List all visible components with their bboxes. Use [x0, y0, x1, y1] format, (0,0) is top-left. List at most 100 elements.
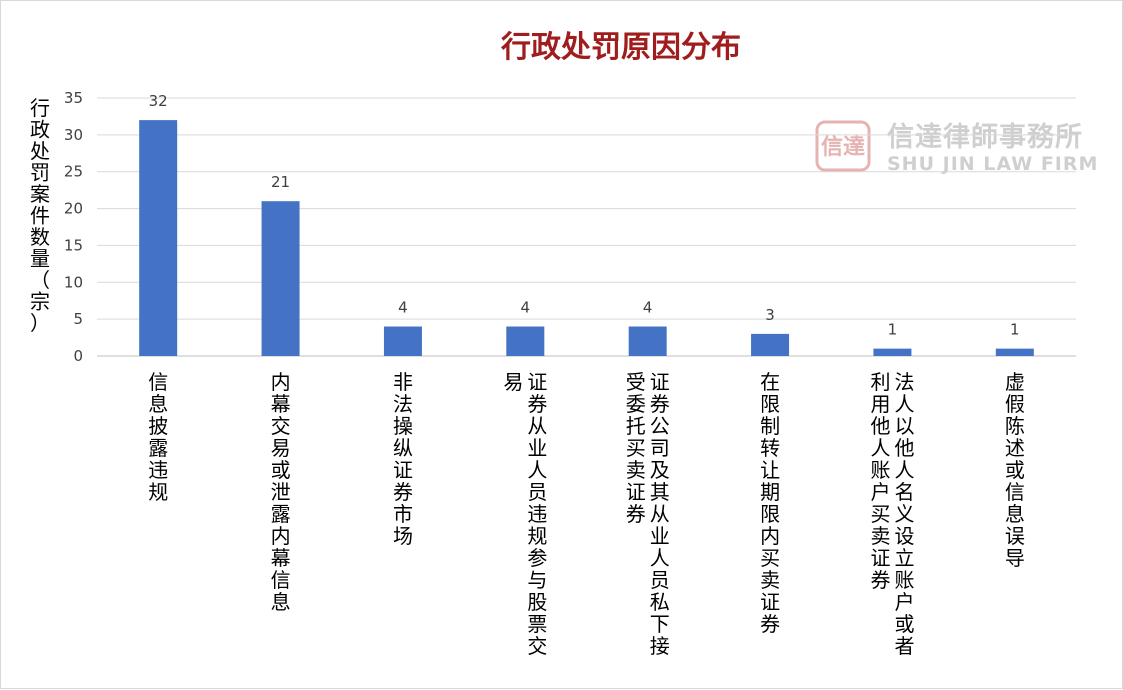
- svg-text:设: 设: [894, 524, 914, 548]
- data-labels: 32 21 4 4 4 3 1 1: [149, 92, 1020, 339]
- bar: [383, 326, 422, 356]
- bar-value-label: 21: [271, 173, 290, 191]
- svg-text:假: 假: [1005, 392, 1025, 416]
- svg-text:政: 政: [30, 118, 50, 142]
- svg-text:息: 息: [1005, 502, 1025, 526]
- bar: [261, 201, 300, 356]
- svg-text:信達: 信達: [821, 134, 865, 160]
- y-tick-label: 25: [64, 163, 83, 181]
- svg-text:罚: 罚: [30, 161, 50, 185]
- svg-text:户: 户: [894, 590, 914, 614]
- svg-text:法: 法: [393, 392, 413, 416]
- y-tick-label: 30: [64, 126, 83, 144]
- svg-text:证: 证: [393, 458, 413, 482]
- svg-text:私: 私: [650, 590, 670, 614]
- svg-text:人: 人: [894, 392, 914, 416]
- bar-value-label: 1: [1010, 321, 1020, 339]
- bar: [628, 326, 667, 356]
- svg-text:幕: 幕: [271, 392, 291, 416]
- y-tick-label: 10: [64, 273, 83, 291]
- y-tick-label: 20: [64, 200, 83, 218]
- law-firm-watermark: 信達 信達律師事務所 SHU JIN LAW FIRM: [815, 120, 1098, 175]
- svg-text:交: 交: [527, 634, 547, 658]
- svg-text:证: 证: [650, 370, 670, 394]
- bar: [751, 333, 790, 356]
- svg-text:托: 托: [626, 414, 646, 438]
- svg-text:）: ）: [30, 311, 50, 335]
- svg-text:违: 违: [148, 458, 168, 482]
- y-tick-label: 15: [64, 236, 83, 254]
- svg-text:证: 证: [527, 370, 547, 394]
- svg-text:误: 误: [1005, 524, 1025, 548]
- gridlines: [97, 97, 1076, 357]
- bars: [139, 120, 1034, 356]
- svg-text:易: 易: [271, 436, 291, 460]
- svg-text:业: 业: [650, 524, 670, 548]
- svg-text:人: 人: [870, 436, 890, 460]
- watermark-name-en: SHU JIN LAW FIRM: [887, 153, 1098, 175]
- y-tick-label: 0: [73, 347, 83, 365]
- svg-text:券: 券: [527, 392, 547, 416]
- svg-text:证: 证: [870, 546, 890, 570]
- svg-text:幕: 幕: [271, 546, 291, 570]
- svg-text:泄: 泄: [271, 480, 291, 504]
- svg-text:义: 义: [894, 502, 914, 526]
- svg-text:息: 息: [271, 590, 291, 614]
- bar: [139, 120, 178, 356]
- svg-text:下: 下: [650, 612, 670, 636]
- svg-text:内: 内: [271, 524, 291, 548]
- seal-logo: 信達: [815, 120, 871, 172]
- y-tick-label: 5: [73, 310, 83, 328]
- svg-text:在: 在: [760, 370, 780, 394]
- svg-text:委: 委: [626, 392, 646, 416]
- svg-text:利: 利: [870, 370, 890, 394]
- svg-text:证: 证: [626, 480, 646, 504]
- svg-text:宗: 宗: [30, 290, 50, 314]
- svg-text:票: 票: [527, 612, 547, 636]
- svg-text:易: 易: [503, 370, 523, 394]
- bar-value-label: 4: [521, 299, 531, 317]
- bar-value-label: 4: [398, 299, 408, 317]
- svg-text:员: 员: [527, 480, 547, 504]
- svg-text:制: 制: [760, 414, 780, 438]
- svg-text:人: 人: [527, 458, 547, 482]
- svg-text:量: 量: [30, 247, 50, 271]
- svg-text:露: 露: [271, 502, 291, 526]
- svg-text:公: 公: [650, 414, 670, 438]
- svg-text:市: 市: [393, 502, 413, 526]
- svg-text:证: 证: [760, 590, 780, 614]
- svg-text:用: 用: [870, 392, 890, 416]
- svg-text:让: 让: [760, 458, 780, 482]
- svg-text:受: 受: [626, 370, 646, 394]
- svg-text:账: 账: [894, 568, 914, 592]
- svg-text:件: 件: [30, 204, 50, 228]
- svg-text:（: （: [30, 268, 50, 292]
- svg-text:卖: 卖: [870, 524, 890, 548]
- svg-text:纵: 纵: [393, 436, 413, 460]
- svg-text:参: 参: [527, 546, 547, 570]
- svg-text:人: 人: [650, 546, 670, 570]
- svg-text:与: 与: [527, 568, 547, 592]
- svg-text:或: 或: [1005, 458, 1025, 482]
- svg-text:券: 券: [760, 612, 780, 636]
- svg-text:非: 非: [393, 370, 413, 394]
- svg-text:他: 他: [870, 414, 890, 438]
- svg-text:卖: 卖: [760, 568, 780, 592]
- svg-text:期: 期: [760, 480, 780, 504]
- svg-text:买: 买: [760, 546, 780, 570]
- bar-value-label: 4: [643, 299, 653, 317]
- svg-text:买: 买: [626, 436, 646, 460]
- svg-text:违: 违: [527, 502, 547, 526]
- svg-text:从: 从: [527, 414, 547, 438]
- bar-value-label: 32: [149, 92, 168, 110]
- svg-text:以: 以: [894, 414, 914, 438]
